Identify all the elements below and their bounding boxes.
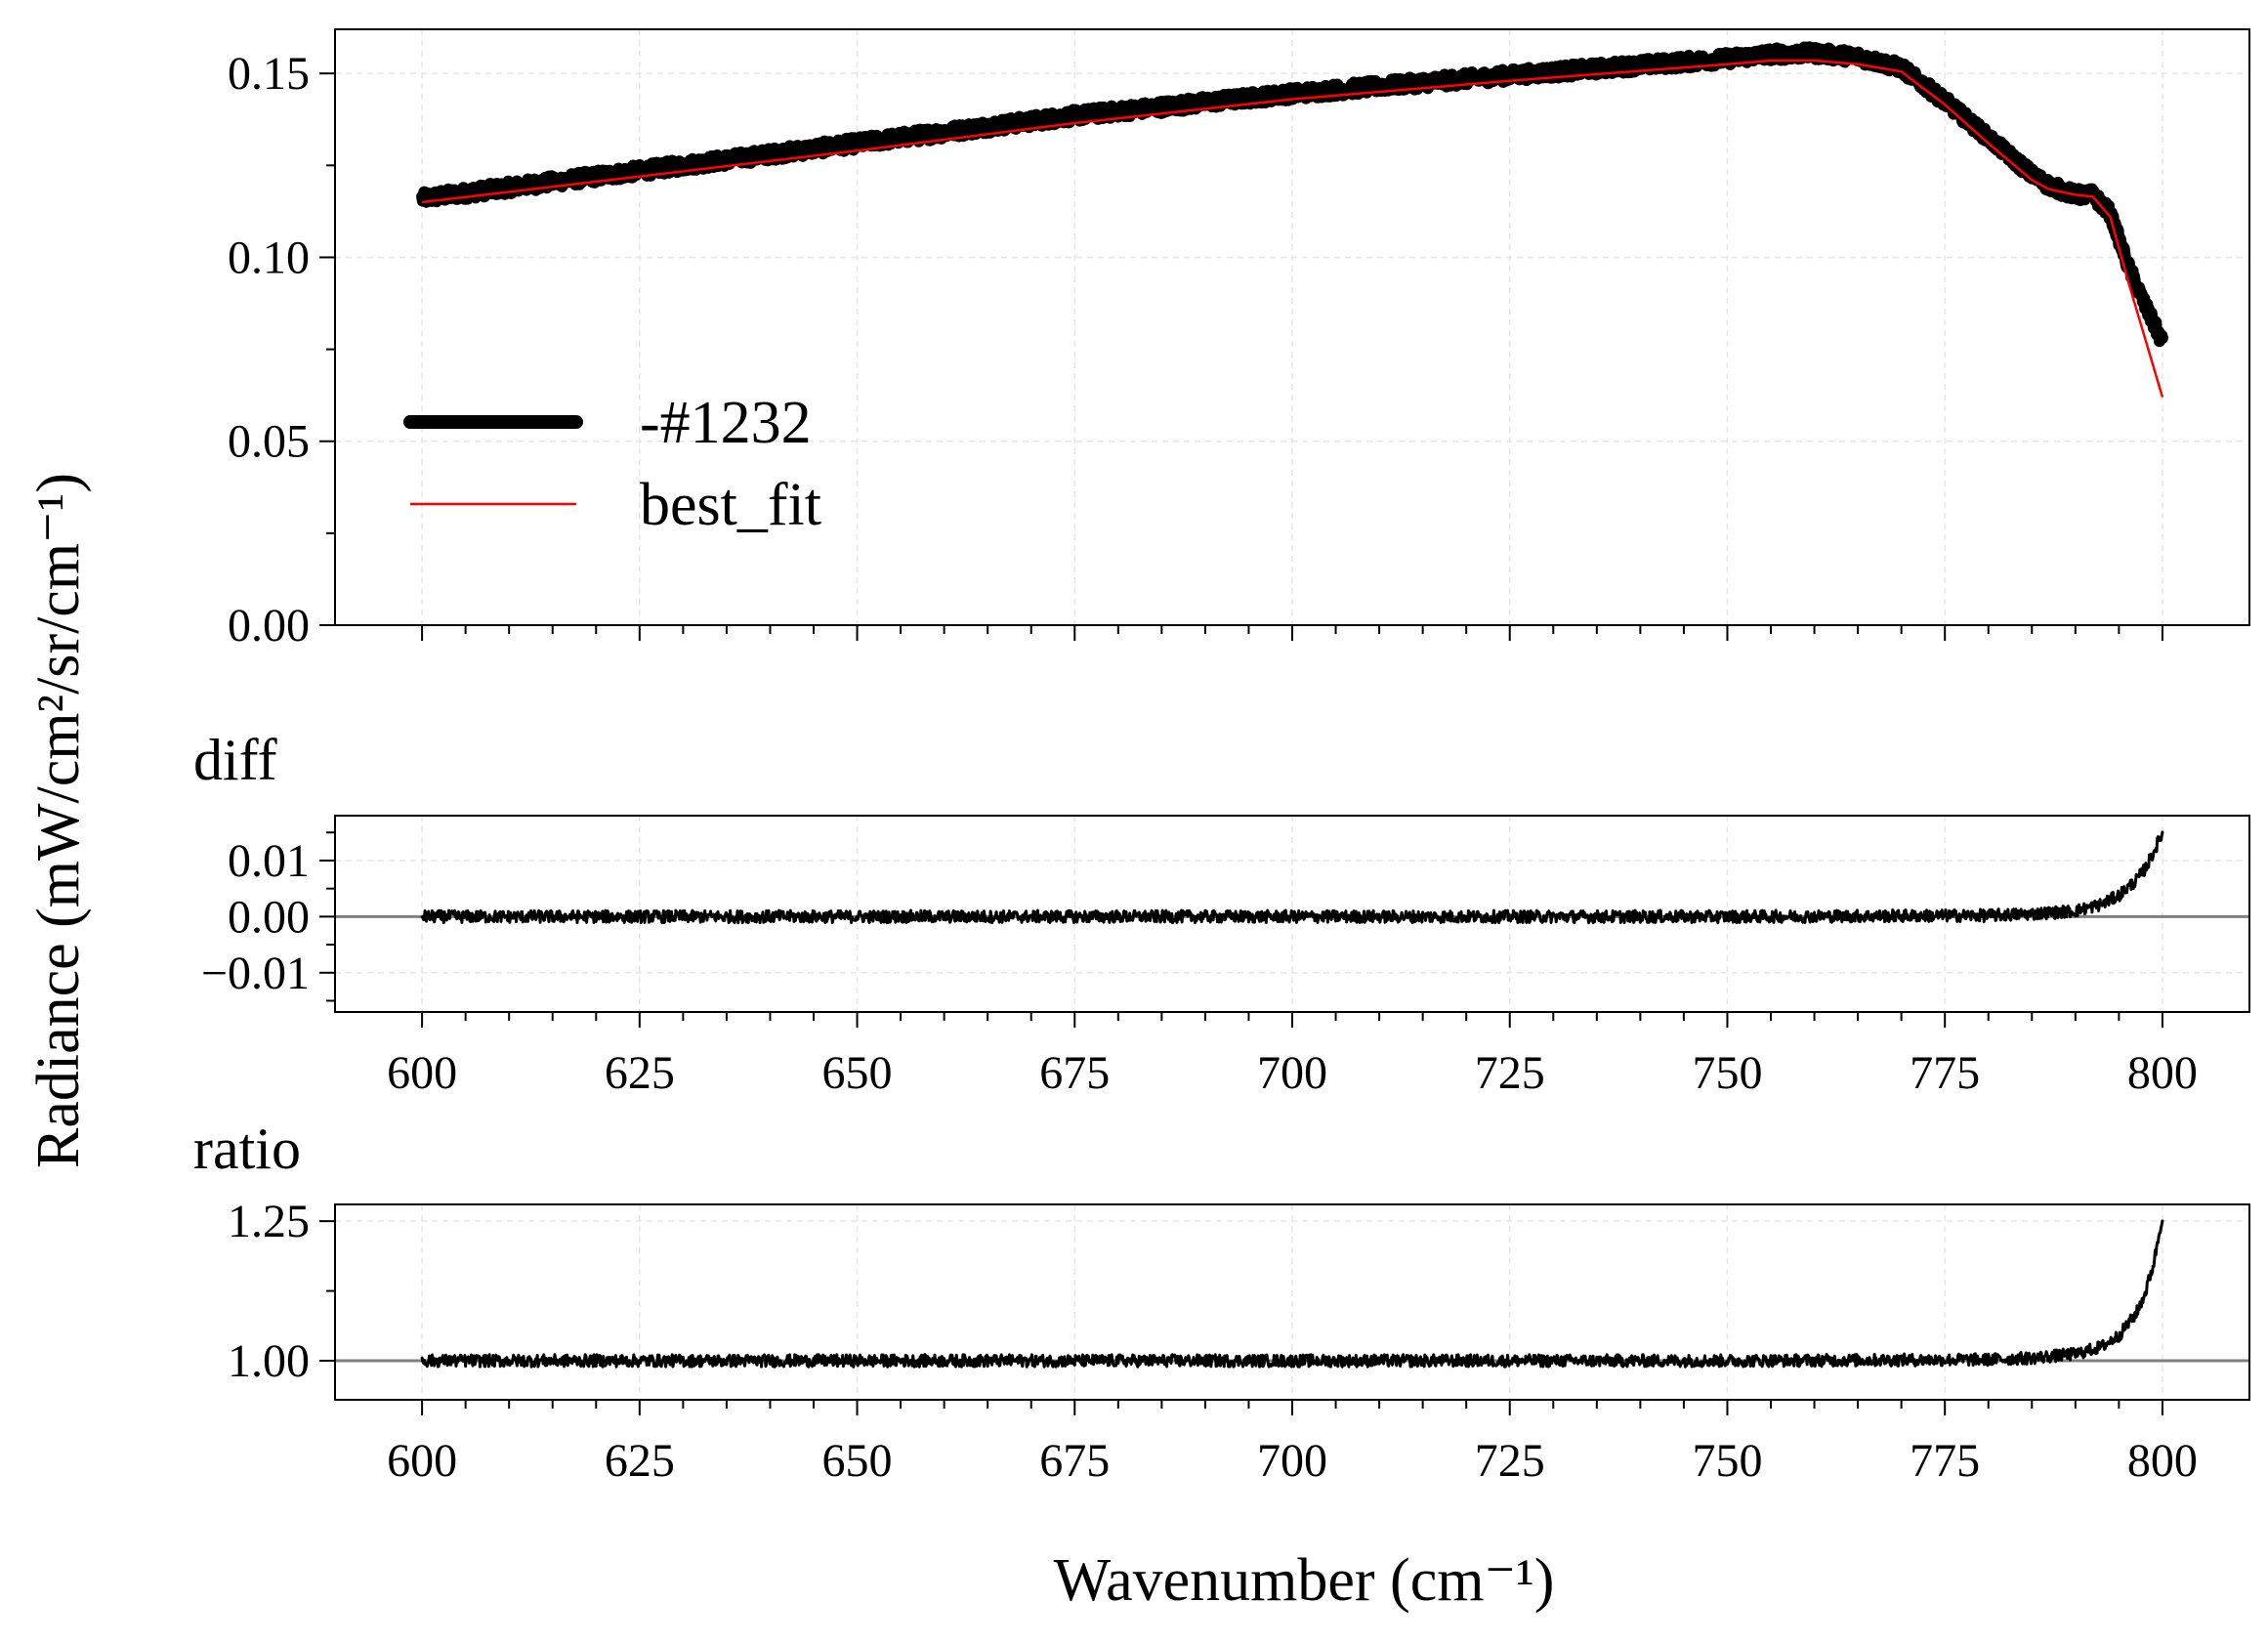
x-tick-label: 775 — [1910, 1047, 1980, 1099]
x-tick-label: 800 — [2127, 1047, 2198, 1099]
x-tick-label: 775 — [1910, 1435, 1980, 1487]
y-tick-label: 0.00 — [228, 891, 310, 943]
y-tick-label: −0.01 — [201, 948, 310, 999]
x-tick-label: 750 — [1692, 1435, 1762, 1487]
series-line-1232 — [416, 41, 2168, 348]
y-tick-label: 1.00 — [228, 1335, 310, 1387]
x-tick-label: 800 — [2127, 1435, 2198, 1487]
series-group-main — [416, 41, 2168, 398]
series-line-bestfit — [421, 59, 2164, 398]
panel-main: 0.00 0.05 0.10 0.15 — [228, 28, 2250, 652]
y-tick-label: 0.15 — [228, 48, 310, 100]
legend-label-data: -#1232 — [640, 390, 812, 456]
x-tick-label: 650 — [822, 1047, 893, 1099]
y-tick-label: 0.01 — [228, 835, 310, 887]
series-line-diff — [420, 830, 2164, 925]
y-axis-label: Radiance (mW/cm²/sr/cm⁻¹) — [25, 473, 92, 1168]
x-tick-label: 650 — [822, 1435, 893, 1487]
legend-label-best-fit: best_fit — [640, 472, 821, 538]
x-ticks-ratio — [421, 1400, 2163, 1415]
y-tick-label: 0.00 — [228, 600, 310, 652]
y-ticks-ratio — [319, 1220, 335, 1362]
legend: -#1232 best_fit — [403, 390, 821, 538]
y-ticks-diff — [319, 831, 335, 1002]
panel-title-diff: diff — [193, 728, 277, 792]
x-tick-label: 600 — [387, 1047, 457, 1099]
x-tick-label: 600 — [387, 1435, 457, 1487]
x-tick-label: 750 — [1692, 1047, 1762, 1099]
panel-title-ratio: ratio — [193, 1117, 301, 1181]
x-tick-label: 725 — [1475, 1047, 1545, 1099]
y-ticks-main — [319, 72, 335, 626]
x-tick-label: 625 — [605, 1047, 675, 1099]
x-tick-label: 625 — [605, 1435, 675, 1487]
x-tick-label: 700 — [1257, 1435, 1327, 1487]
y-tick-label: 0.10 — [228, 232, 310, 283]
x-tick-label: 675 — [1039, 1435, 1110, 1487]
x-ticks-diff — [421, 1012, 2163, 1028]
series-group-diff — [420, 830, 2164, 925]
x-ticks-main — [421, 625, 2163, 641]
x-tick-label: 725 — [1475, 1435, 1545, 1487]
series-group-ratio — [420, 1219, 2164, 1369]
x-tick-label: 700 — [1257, 1047, 1327, 1099]
x-axis-label: Wavenumber (cm⁻¹) — [1054, 1547, 1555, 1614]
panel-ratio: 600 625 650 675 700 725 750 775 800 1.00 1.25 ratio — [193, 1117, 2250, 1487]
y-tick-label: 1.25 — [228, 1196, 310, 1247]
y-tick-label: 0.05 — [228, 416, 310, 468]
x-tick-label: 675 — [1039, 1047, 1110, 1099]
series-line-ratio — [420, 1219, 2164, 1369]
panel-diff: 600 625 650 675 700 725 750 775 800 −0.010.000.01… — [193, 728, 2250, 1099]
